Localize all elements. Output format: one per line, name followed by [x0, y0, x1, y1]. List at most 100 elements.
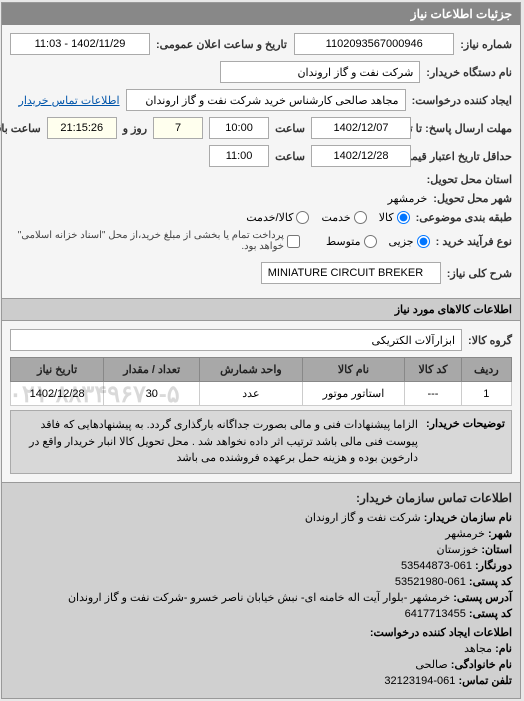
- budget-both-radio[interactable]: [297, 211, 310, 224]
- contact-fax-label: دورنگار:: [476, 560, 513, 572]
- th-qty: تعداد / مقدار: [105, 358, 201, 382]
- row-goods-group: گروه کالا:: [11, 329, 513, 351]
- contact-phone-value: 061-32123194: [385, 675, 456, 687]
- purchase-medium-radio-item[interactable]: متوسط: [327, 235, 378, 248]
- td-name: استاتور موتور: [303, 382, 406, 406]
- purchase-radio-group: جزیی متوسط: [327, 235, 431, 248]
- buyer-device-label: نام دستگاه خریدار:: [427, 66, 513, 79]
- budget-both-label: کالا/خدمت: [247, 211, 294, 224]
- contact-name-label: نام:: [496, 643, 513, 655]
- contact-org-value: شرکت نفت و گاز اروندان: [306, 512, 422, 524]
- budget-class-label: طبقه بندی موضوعی:: [417, 211, 513, 224]
- delivery-city-value: خرمشهر: [389, 192, 429, 205]
- contact-city-label: شهر:: [489, 528, 513, 540]
- panel-title: جزئیات اطلاعات نیاز: [3, 3, 521, 25]
- announce-date-label: تاریخ و ساعت اعلان عمومی:: [157, 38, 288, 51]
- contact-name-row: نام: مجاهد: [11, 642, 513, 655]
- announce-date-input[interactable]: [11, 33, 151, 55]
- contact-postal2-row: کد پستی: 6417713455: [11, 607, 513, 620]
- row-requester: ایجاد کننده درخواست: اطلاعات تماس خریدار: [11, 89, 513, 111]
- contact-phone-row: تلفن تماس: 061-32123194: [11, 674, 513, 687]
- budget-both-radio-item[interactable]: کالا/خدمت: [247, 211, 310, 224]
- purchase-type-label: نوع فرآیند خرید :: [437, 235, 513, 248]
- contact-org-label: نام سازمان خریدار:: [425, 512, 513, 524]
- main-panel: جزئیات اطلاعات نیاز شماره نیاز: تاریخ و …: [2, 2, 522, 699]
- need-desc-input[interactable]: [262, 262, 442, 284]
- budget-goods-radio[interactable]: [398, 211, 411, 224]
- buyer-device-input[interactable]: [221, 61, 421, 83]
- payment-checkbox[interactable]: [288, 235, 301, 248]
- goods-section: گروه کالا: ردیف کد کالا نام کالا واحد شم…: [3, 321, 521, 482]
- td-date: 1402/12/28: [12, 382, 105, 406]
- contact-phone-label: تلفن تماس:: [459, 675, 513, 687]
- payment-checkbox-item[interactable]: پرداخت تمام یا بخشی از مبلغ خرید،از محل …: [11, 230, 301, 252]
- buyer-note-label: توضیحات خریدار:: [419, 417, 506, 467]
- budget-goods-radio-item[interactable]: کالا: [380, 211, 411, 224]
- contact-postal-label: کد پستی:: [470, 576, 513, 588]
- budget-goods-label: کالا: [380, 211, 395, 224]
- th-row: ردیف: [462, 358, 512, 382]
- contact-city-row: شهر: خرمشهر: [11, 527, 513, 540]
- validity-date-input[interactable]: [312, 145, 412, 167]
- days-label: روز و: [124, 122, 148, 135]
- contact-header: اطلاعات تماس سازمان خریدار:: [11, 491, 513, 505]
- contact-province-row: استان: خوزستان: [11, 543, 513, 556]
- td-row: 1: [462, 382, 512, 406]
- payment-note: پرداخت تمام یا بخشی از مبلغ خرید،از محل …: [11, 230, 285, 252]
- need-desc-label: شرح کلی نیاز:: [448, 267, 513, 280]
- row-response-deadline: مهلت ارسال پاسخ: تا تاریخ: ساعت روز و سا…: [11, 117, 513, 139]
- delivery-province-label: استان محل تحویل:: [428, 173, 513, 186]
- contact-postal-value: 061-53521980: [396, 576, 467, 588]
- row-delivery-city: شهر محل تحویل: خرمشهر: [11, 192, 513, 205]
- contact-family-row: نام خانوادگی: صالحی: [11, 658, 513, 671]
- table-row: 1 --- استاتور موتور عدد 30 1402/12/28: [12, 382, 513, 406]
- time-label-2: ساعت: [276, 150, 306, 163]
- time-remaining-input: [48, 117, 118, 139]
- goods-section-header: اطلاعات کالاهای مورد نیاز: [3, 298, 521, 321]
- days-remaining-input: [154, 117, 204, 139]
- validity-time-input[interactable]: [210, 145, 270, 167]
- purchase-medium-label: متوسط: [327, 235, 362, 248]
- contact-address-value: خرمشهر -بلوار آیت اله خامنه ای- نبش خیاب…: [69, 592, 451, 604]
- purchase-small-radio-item[interactable]: جزیی: [390, 235, 431, 248]
- contact-postal-row: کد پستی: 061-53521980: [11, 575, 513, 588]
- purchase-small-label: جزیی: [390, 235, 415, 248]
- goods-group-input[interactable]: [11, 329, 463, 351]
- purchase-medium-radio[interactable]: [365, 235, 378, 248]
- budget-radio-group: کالا خدمت کالا/خدمت: [247, 211, 410, 224]
- requester-input[interactable]: [127, 89, 407, 111]
- row-budget-class: طبقه بندی موضوعی: کالا خدمت کالا/خدمت: [11, 211, 513, 224]
- row-request-number: شماره نیاز: تاریخ و ساعت اعلان عمومی:: [11, 33, 513, 55]
- goods-table: ردیف کد کالا نام کالا واحد شمارش تعداد /…: [11, 357, 513, 406]
- budget-service-radio-item[interactable]: خدمت: [322, 211, 367, 224]
- remaining-label: ساعت باقی مانده: [0, 122, 42, 135]
- contact-family-label: نام خانوادگی:: [452, 659, 513, 671]
- delivery-city-label: شهر محل تحویل:: [434, 192, 513, 205]
- row-buyer-device: نام دستگاه خریدار:: [11, 61, 513, 83]
- buyer-note-text: الزاما پیشنهادات فنی و مالی بصورت جداگان…: [18, 417, 419, 467]
- table-header-row: ردیف کد کالا نام کالا واحد شمارش تعداد /…: [12, 358, 513, 382]
- th-name: نام کالا: [303, 358, 406, 382]
- contact-requester-info-label: اطلاعات ایجاد کننده درخواست:: [371, 627, 513, 639]
- td-code: ---: [406, 382, 462, 406]
- request-number-label: شماره نیاز:: [461, 38, 513, 51]
- requester-label: ایجاد کننده درخواست:: [413, 94, 513, 107]
- validity-label: حداقل تاریخ اعتبار قیمت: تا تاریخ:: [418, 150, 513, 163]
- contact-city-value: خرمشهر: [446, 528, 486, 540]
- response-date-input[interactable]: [312, 117, 412, 139]
- budget-service-radio[interactable]: [355, 211, 368, 224]
- contact-requester-info-row: اطلاعات ایجاد کننده درخواست:: [11, 626, 513, 639]
- contact-name-value: مجاهد: [465, 643, 493, 655]
- contact-postal2-label: کد پستی:: [470, 608, 513, 620]
- th-date: تاریخ نیاز: [12, 358, 105, 382]
- contact-province-value: خوزستان: [437, 544, 479, 556]
- purchase-small-radio[interactable]: [418, 235, 431, 248]
- th-code: کد کالا: [406, 358, 462, 382]
- contact-address-label: آدرس پستی:: [454, 592, 513, 604]
- buyer-note-row: توضیحات خریدار: الزاما پیشنهادات فنی و م…: [11, 410, 513, 474]
- contact-postal2-value: 6417713455: [406, 608, 467, 620]
- request-number-input[interactable]: [295, 33, 455, 55]
- buyer-contact-link[interactable]: اطلاعات تماس خریدار: [20, 94, 121, 107]
- response-time-input[interactable]: [210, 117, 270, 139]
- td-unit: عدد: [201, 382, 304, 406]
